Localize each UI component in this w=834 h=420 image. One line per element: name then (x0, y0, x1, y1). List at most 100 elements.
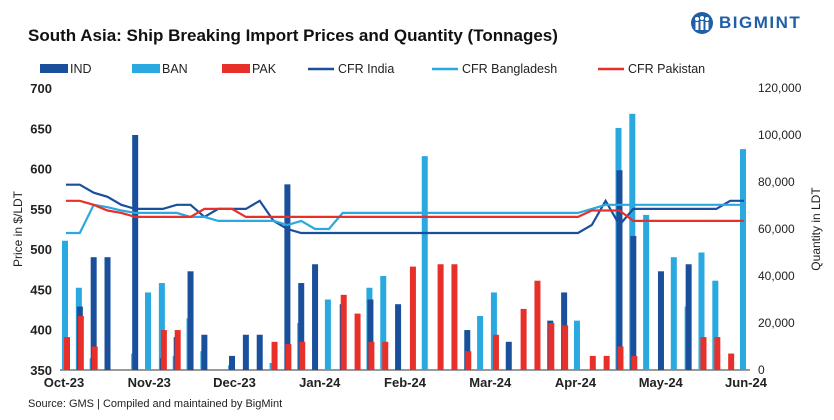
legend-label-cfr-india: CFR India (338, 62, 394, 76)
bar-pak (160, 330, 167, 370)
bar-ban (643, 214, 650, 370)
y2-tick-label: 20,000 (758, 316, 795, 330)
bar-pak (437, 264, 444, 370)
bar-pak (728, 353, 735, 370)
bar-pak (354, 313, 361, 370)
y-tick-label: 550 (30, 202, 52, 217)
bar-ind (395, 304, 402, 370)
logo-text: BIGMINT (719, 13, 802, 32)
bar-ind (242, 334, 249, 370)
bar-ind (464, 330, 471, 370)
bar-pak (340, 294, 347, 370)
bar-ban (712, 280, 719, 370)
bar-pak (700, 337, 707, 370)
y-tick-label: 700 (30, 81, 52, 96)
bar-pak (77, 315, 84, 370)
bar-ban (158, 283, 165, 370)
bigmint-logo-icon (691, 12, 713, 34)
bar-ban (573, 320, 580, 370)
bar-ind (229, 355, 236, 370)
bar-ind (685, 264, 692, 370)
bar-pak (451, 264, 458, 370)
bar-ban (670, 257, 677, 370)
bar-pak (368, 341, 375, 370)
x-tick-label: Jan-24 (299, 375, 341, 390)
y-axis-label: Price in $/LDT (11, 190, 25, 267)
y2-tick-label: 40,000 (758, 269, 795, 283)
bar-pak (409, 266, 416, 370)
bar-pak (548, 323, 555, 370)
bar-ind (298, 283, 305, 370)
y-tick-label: 400 (30, 323, 52, 338)
bar-pak (520, 308, 527, 370)
bar-pak (617, 346, 624, 370)
legend-label-ban: BAN (162, 62, 188, 76)
y-tick-label: 650 (30, 121, 52, 136)
bar-pak (714, 337, 721, 370)
bar-pak (91, 346, 98, 370)
bar-ban (145, 292, 152, 370)
bar-ind (312, 264, 319, 370)
chart-title: South Asia: Ship Breaking Import Prices … (28, 26, 558, 45)
bar-ban (698, 252, 705, 370)
x-tick-label: Apr-24 (555, 375, 597, 390)
bar-ind (256, 334, 263, 370)
source-note: Source: GMS | Compiled and maintained by… (28, 398, 283, 410)
bar-pak (285, 344, 292, 370)
bar-pak (589, 355, 596, 370)
bar-pak (631, 355, 638, 370)
x-tick-label: Nov-23 (128, 375, 171, 390)
legend-label-ind: IND (70, 62, 92, 76)
legend-swatch-ban (132, 64, 160, 73)
y2-axis-label: Quantity in LDT (809, 187, 823, 271)
y-tick-label: 350 (30, 363, 52, 378)
bar-ind (284, 184, 291, 370)
y2-tick-label: 100,000 (758, 128, 802, 142)
bar-ind (630, 236, 637, 370)
y-tick-label: 450 (30, 282, 52, 297)
y2-tick-label: 0 (758, 363, 765, 377)
bar-ban (740, 149, 746, 370)
bar-ban (477, 315, 484, 370)
y2-tick-label: 120,000 (758, 81, 802, 95)
bar-pak (271, 341, 278, 370)
y-tick-label: 600 (30, 162, 52, 177)
legend-swatch-ind (40, 64, 68, 73)
y2-tick-label: 60,000 (758, 222, 795, 236)
legend-label-cfr-pakistan: CFR Pakistan (628, 62, 705, 76)
brand-logo: BIGMINT (690, 8, 801, 38)
x-tick-label: Oct-23 (44, 375, 84, 390)
bar-ind (90, 257, 97, 370)
bar-pak (562, 325, 569, 370)
bar-ban (421, 156, 428, 370)
x-tick-label: Mar-24 (469, 375, 512, 390)
line-cfr-pakistan (66, 199, 744, 222)
bar-ind (104, 257, 111, 370)
x-tick-label: Jun-24 (725, 375, 768, 390)
bar-pak (465, 351, 472, 370)
bar-ban (380, 276, 387, 370)
x-tick-label: Feb-24 (384, 375, 427, 390)
bar-pak (382, 341, 389, 370)
bar-ind (657, 271, 664, 370)
bar-pak (603, 355, 610, 370)
bar-pak (534, 280, 541, 370)
legend-swatch-pak (222, 64, 250, 73)
bar-ind (187, 271, 194, 370)
line-cfr-bangladesh (66, 203, 744, 235)
bar-ind (616, 170, 623, 370)
bar-ind (367, 299, 374, 370)
bar-pak (64, 337, 70, 370)
bar-ind (201, 334, 208, 370)
legend-label-cfr-bangladesh: CFR Bangladesh (462, 62, 557, 76)
y2-tick-label: 80,000 (758, 175, 795, 189)
bar-ind (505, 341, 512, 370)
y-tick-label: 500 (30, 242, 52, 257)
line-cfr-india (66, 183, 744, 235)
bar-ban (324, 299, 331, 370)
bar-ban (490, 292, 497, 370)
bar-pak (299, 341, 306, 370)
bar-pak (492, 334, 499, 370)
legend-label-pak: PAK (252, 62, 277, 76)
